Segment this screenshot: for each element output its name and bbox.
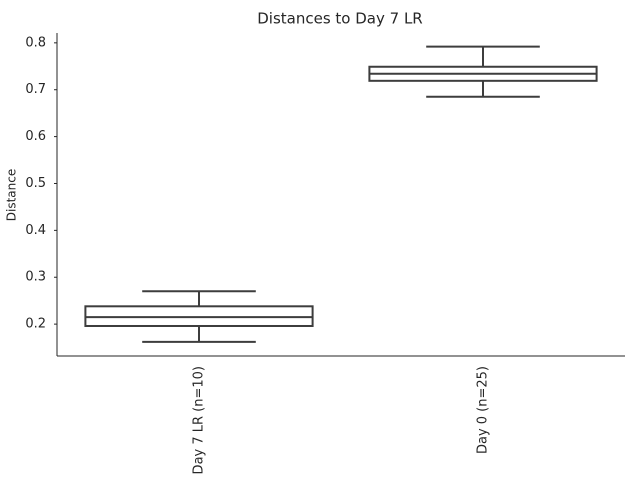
x-tick-label: Day 0 (n=25) <box>476 366 491 454</box>
chart-title: Distances to Day 7 LR <box>257 10 422 28</box>
y-axis-label: Distance <box>5 169 19 221</box>
y-tick-label: 0.4 <box>25 223 46 238</box>
y-tick-label: 0.7 <box>25 82 46 97</box>
x-tick-label: Day 7 LR (n=10) <box>192 366 207 474</box>
y-tick-label: 0.8 <box>25 35 46 50</box>
y-tick-label: 0.2 <box>25 317 46 332</box>
y-tick-label: 0.3 <box>25 270 46 285</box>
y-tick-label: 0.5 <box>25 176 46 191</box>
y-tick-label: 0.6 <box>25 129 46 144</box>
